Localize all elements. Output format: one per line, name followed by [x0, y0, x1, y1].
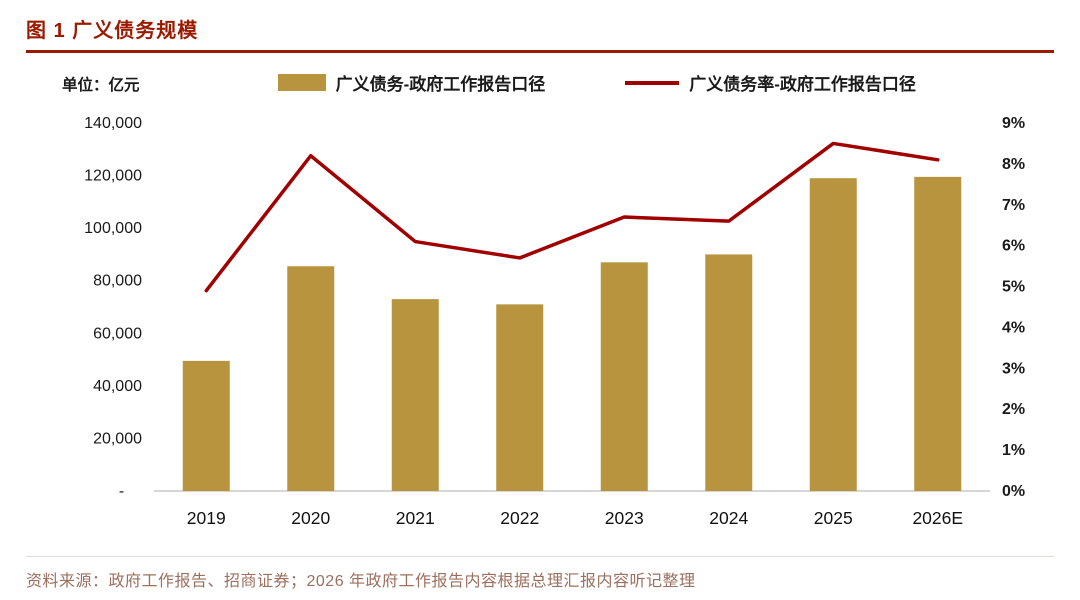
bar-2025 — [809, 178, 857, 491]
right-axis-tick: 0% — [1002, 483, 1025, 500]
left-axis-tick: 20,000 — [93, 430, 142, 447]
legend-item-line: 广义债务率-政府工作报告口径 — [625, 70, 916, 95]
left-axis-tick: 100,000 — [84, 220, 142, 237]
bar-2022 — [496, 304, 544, 491]
left-axis-tick: - — [119, 483, 142, 500]
bar-2020 — [287, 266, 335, 491]
x-axis-label-2022: 2022 — [500, 508, 539, 528]
debt-ratio-line — [204, 141, 940, 293]
footer: 资料来源：政府工作报告、招商证券；2026 年政府工作报告内容根据总理汇报内容听… — [26, 556, 1054, 591]
left-axis-tick: 80,000 — [93, 273, 142, 290]
unit-label: 单位：亿元 — [62, 77, 140, 94]
bar-2024 — [705, 254, 753, 491]
chart-area: - 20,000 40,000 60,000 80,000 100,000 120,000… — [26, 101, 1054, 550]
right-axis-tick: 4% — [1002, 319, 1025, 336]
combo-bar-line-chart: - 20,000 40,000 60,000 80,000 100,000 120,000… — [84, 115, 1025, 528]
bar-swatch-icon — [277, 74, 326, 91]
left-axis-tick: 60,000 — [93, 325, 142, 342]
source-note: 资料来源：政府工作报告、招商证券；2026 年政府工作报告内容根据总理汇报内容听… — [26, 573, 696, 590]
legend: 广义债务-政府工作报告口径 广义债务率-政府工作报告口径 — [140, 70, 1054, 95]
right-axis-tick: 1% — [1002, 442, 1025, 459]
right-axis-tick: 7% — [1002, 197, 1025, 214]
right-axis-tick: 9% — [1002, 115, 1025, 132]
right-axis-tick: 2% — [1002, 401, 1025, 418]
legend-item-bar: 广义债务-政府工作报告口径 — [277, 70, 546, 95]
x-axis-label-2020: 2020 — [291, 508, 330, 528]
x-axis-label-2021: 2021 — [396, 508, 435, 528]
x-axis-label-2023: 2023 — [605, 508, 644, 528]
right-axis-tick: 8% — [1002, 156, 1025, 173]
x-axis-label-2019: 2019 — [187, 508, 226, 528]
line-swatch-icon — [625, 80, 680, 85]
chart-meta-row: 单位：亿元 广义债务-政府工作报告口径 广义债务率-政府工作报告口径 — [26, 71, 1054, 95]
chart-header: 图 1 广义债务规模 — [26, 14, 1054, 53]
right-axis-tick: 6% — [1002, 238, 1025, 255]
legend-bar-label: 广义债务-政府工作报告口径 — [335, 75, 546, 94]
right-axis-tick: 3% — [1002, 360, 1025, 377]
bar-2021 — [391, 299, 439, 491]
bar-2019 — [182, 360, 230, 491]
legend-line-label: 广义债务率-政府工作报告口径 — [689, 75, 916, 94]
left-axis-tick: 120,000 — [84, 168, 142, 185]
x-axis-label-2025: 2025 — [814, 508, 853, 528]
left-axis-tick: 140,000 — [84, 115, 142, 132]
chart-title: 图 1 广义债务规模 — [26, 20, 199, 42]
bar-2023 — [600, 262, 648, 491]
right-axis-tick: 5% — [1002, 279, 1025, 296]
x-axis-label-2026E: 2026E — [912, 508, 963, 528]
left-axis-tick: 40,000 — [93, 378, 142, 395]
x-axis-label-2024: 2024 — [709, 508, 748, 528]
bar-2026E — [914, 176, 962, 491]
